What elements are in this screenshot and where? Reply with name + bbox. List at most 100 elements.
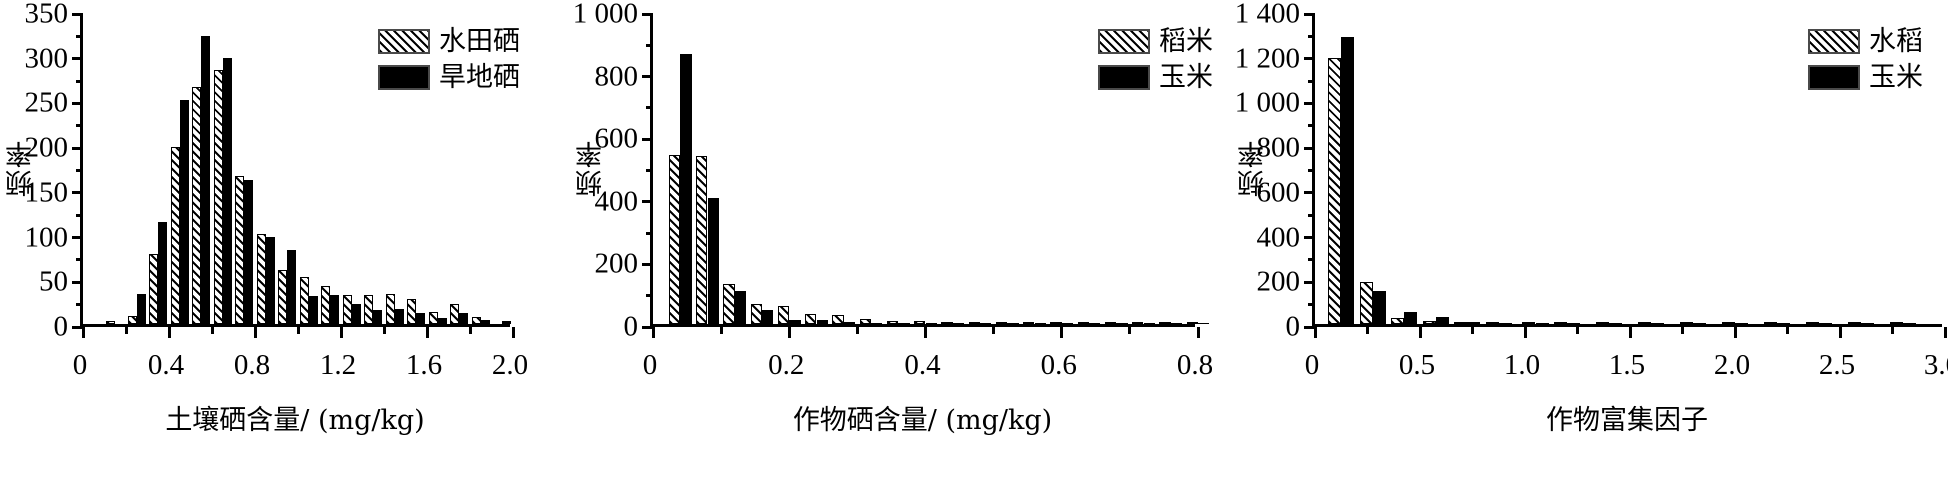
x-tick-label: 0 bbox=[642, 349, 658, 381]
bar bbox=[1679, 322, 1693, 324]
bar bbox=[843, 322, 856, 324]
bar bbox=[898, 322, 910, 324]
bar bbox=[1735, 322, 1749, 324]
legend-entry: 玉米 bbox=[1098, 64, 1213, 91]
legend-label: 稻米 bbox=[1159, 26, 1213, 57]
y-tick-label: 600 bbox=[1256, 176, 1301, 209]
y-tick-label: 150 bbox=[24, 176, 69, 209]
bar bbox=[941, 321, 953, 324]
bar bbox=[1535, 322, 1549, 324]
y-tick-mark bbox=[72, 325, 83, 329]
x-tick-mark bbox=[1838, 327, 1842, 338]
bar bbox=[1341, 36, 1355, 324]
bar bbox=[222, 57, 232, 324]
y-tick-mark-minor bbox=[646, 231, 653, 235]
bar bbox=[149, 254, 159, 324]
bar bbox=[1693, 322, 1707, 324]
bar bbox=[1159, 322, 1171, 324]
bar bbox=[106, 321, 116, 324]
bar bbox=[995, 322, 1008, 324]
bar bbox=[1435, 317, 1449, 324]
x-tick-mark bbox=[1523, 327, 1527, 338]
x-tick-mark-minor bbox=[382, 327, 386, 334]
bar bbox=[707, 198, 719, 324]
bar bbox=[192, 87, 202, 324]
chart-panel-1: 频率 土壤硒含量/ (mg/kg) 水田硒 旱地硒 0 50 100 150 200 25… bbox=[0, 0, 540, 481]
bar bbox=[1522, 322, 1536, 324]
y-tick-mark bbox=[1304, 191, 1315, 195]
panel-2-legend: 稻米 玉米 bbox=[1098, 28, 1213, 100]
bar bbox=[278, 270, 288, 324]
x-tick-mark bbox=[511, 327, 515, 338]
bar bbox=[394, 308, 404, 324]
y-tick-mark-minor bbox=[76, 213, 83, 217]
bar bbox=[750, 303, 762, 324]
bar bbox=[1104, 322, 1117, 324]
bar bbox=[1050, 322, 1062, 324]
y-tick-label: 300 bbox=[24, 42, 69, 75]
y-tick-mark bbox=[1304, 12, 1315, 16]
x-tick-label: 0.8 bbox=[1176, 349, 1214, 381]
y-tick-label: 400 bbox=[1256, 221, 1301, 254]
bar bbox=[179, 99, 189, 324]
bar bbox=[1198, 322, 1210, 324]
x-tick-label: 2.0 bbox=[491, 349, 529, 381]
bar bbox=[1359, 281, 1373, 324]
y-tick-label: 1 000 bbox=[1234, 86, 1300, 119]
bar bbox=[1061, 322, 1074, 324]
x-tick-mark-minor bbox=[855, 327, 859, 334]
x-tick-mark bbox=[651, 327, 655, 338]
x-tick-mark bbox=[81, 327, 85, 338]
y-tick-mark-minor bbox=[76, 303, 83, 307]
bar bbox=[213, 70, 223, 324]
x-tick-mark bbox=[1418, 327, 1422, 338]
y-tick-mark bbox=[642, 325, 653, 329]
bar bbox=[1609, 322, 1623, 324]
y-tick-label: 100 bbox=[24, 221, 69, 254]
panel-1-legend: 水田硒 旱地硒 bbox=[378, 28, 520, 100]
y-tick-label: 600 bbox=[594, 122, 639, 155]
bar bbox=[364, 295, 374, 324]
panel-3-x-axis-label: 作物富集因子 bbox=[1546, 405, 1708, 436]
y-tick-mark bbox=[1304, 236, 1315, 240]
bar bbox=[428, 312, 438, 324]
x-tick-mark-minor bbox=[468, 327, 472, 334]
legend-swatch-solid-icon bbox=[1098, 65, 1150, 90]
y-tick-mark-minor bbox=[1308, 303, 1315, 307]
y-tick-mark bbox=[642, 137, 653, 141]
y-tick-mark bbox=[1304, 57, 1315, 61]
bar bbox=[968, 322, 980, 324]
y-tick-mark-minor bbox=[1308, 34, 1315, 38]
bar bbox=[1077, 322, 1089, 324]
bar bbox=[1721, 322, 1735, 324]
x-tick-mark bbox=[1196, 327, 1200, 338]
y-tick-mark-minor bbox=[1308, 124, 1315, 128]
bar bbox=[886, 320, 899, 324]
y-tick-label: 200 bbox=[594, 247, 639, 280]
bar bbox=[244, 180, 254, 324]
y-tick-label: 400 bbox=[594, 185, 639, 218]
bar bbox=[723, 283, 735, 324]
y-tick-label: 200 bbox=[1256, 265, 1301, 298]
y-tick-mark-minor bbox=[76, 258, 83, 262]
x-tick-mark-minor bbox=[1576, 327, 1579, 334]
legend-swatch-hatched-icon bbox=[378, 29, 430, 54]
y-tick-mark bbox=[1304, 101, 1315, 105]
legend-entry: 稻米 bbox=[1098, 28, 1213, 55]
bar bbox=[407, 298, 417, 324]
x-tick-mark-minor bbox=[1786, 327, 1789, 334]
y-tick-mark bbox=[72, 101, 83, 105]
bar bbox=[351, 304, 361, 324]
y-tick-label: 1 400 bbox=[1234, 0, 1300, 30]
x-tick-label: 0.4 bbox=[147, 349, 185, 381]
bar bbox=[1903, 322, 1917, 324]
bar bbox=[136, 293, 146, 324]
panel-2-plot-area bbox=[642, 12, 1210, 338]
legend-entry: 水田硒 bbox=[378, 28, 520, 55]
x-tick-mark bbox=[167, 327, 171, 338]
bar bbox=[299, 276, 309, 324]
y-tick-mark-minor bbox=[646, 294, 653, 298]
bar bbox=[859, 318, 871, 324]
bar bbox=[1372, 291, 1386, 324]
